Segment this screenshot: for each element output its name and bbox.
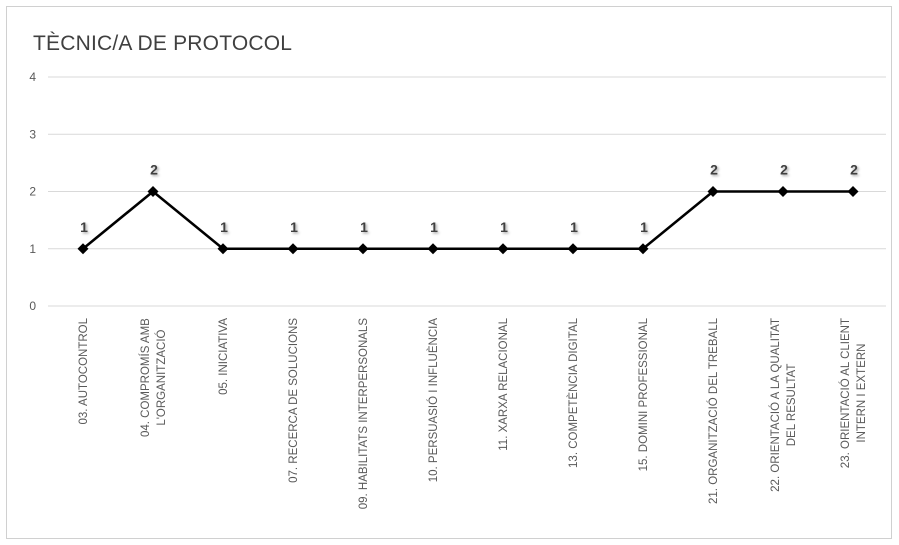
series-layer <box>77 186 859 255</box>
data-label: 1 <box>220 219 228 235</box>
x-category-label: 22. ORIENTACIÓ A LA QUALITAT DEL RESULTAT <box>769 318 798 492</box>
x-category-label-line: L'ORGANITZACIÓ <box>155 329 168 425</box>
y-tick-label: 3 <box>29 127 36 141</box>
x-category-label-line: 11. XARXA RELACIONAL <box>498 317 510 450</box>
y-tick-label: 1 <box>29 242 36 256</box>
data-label: 1 <box>500 219 508 235</box>
x-category-label-line: 22. ORIENTACIÓ A LA QUALITAT <box>769 318 782 492</box>
x-category-label: 10. PERSUASIÓ I INFLUÈNCIA <box>427 318 440 483</box>
data-label: 1 <box>80 219 88 235</box>
data-point-marker <box>427 243 439 255</box>
x-category-label-line: 04. COMPROMÍS AMB <box>139 318 152 437</box>
data-label: 1 <box>570 219 578 235</box>
data-point-marker <box>357 243 369 255</box>
y-axis-tick-labels: 0 1 2 3 4 <box>29 70 36 313</box>
data-label: 2 <box>850 162 858 178</box>
data-label: 2 <box>150 162 158 178</box>
chart-frame <box>6 6 892 539</box>
data-point-marker <box>287 243 299 255</box>
y-tick-label: 0 <box>29 299 36 313</box>
data-labels: 1 2 1 1 1 1 1 1 1 2 2 2 <box>80 162 858 235</box>
data-label: 1 <box>360 219 368 235</box>
data-point-marker <box>637 243 649 255</box>
x-category-label-line: 15. DOMINI PROFESSIONAL <box>638 317 650 471</box>
data-label: 2 <box>780 162 788 178</box>
x-category-label: 09. HABILITATS INTERPERSONALS <box>358 318 370 510</box>
data-point-marker <box>567 243 579 255</box>
y-tick-label: 4 <box>29 70 36 84</box>
data-point-marker <box>707 186 719 197</box>
x-category-label: 05. INICIATIVA <box>218 318 230 395</box>
y-tick-label: 2 <box>29 185 36 199</box>
data-label: 1 <box>640 219 648 235</box>
series-line <box>82 189 853 251</box>
x-category-label-line: DEL RESULTAT <box>786 364 798 447</box>
x-category-label-line: 21. ORGANITZACIÓ DEL TREBALL <box>707 317 720 504</box>
x-category-label: 13. COMPETÈNCIA DIGITAL <box>567 317 580 468</box>
data-point-marker <box>217 243 229 255</box>
x-category-label-line: 10. PERSUASIÓ I INFLUÈNCIA <box>427 318 440 483</box>
x-category-label-line: 09. HABILITATS INTERPERSONALS <box>358 318 370 510</box>
data-label: 2 <box>710 162 718 178</box>
x-category-label-line: 03. AUTOCONTROL <box>78 317 90 424</box>
x-category-label-line: 13. COMPETÈNCIA DIGITAL <box>567 317 580 468</box>
x-category-label: 23. ORIENTACIÓ AL CLIENT INTERN I EXTERN <box>839 318 868 468</box>
data-point-marker <box>777 186 789 197</box>
x-category-label: 21. ORGANITZACIÓ DEL TREBALL <box>707 317 720 504</box>
x-category-label: 04. COMPROMÍS AMB L'ORGANITZACIÓ <box>139 318 168 437</box>
data-point-marker <box>847 186 859 197</box>
data-point-marker <box>497 243 509 255</box>
x-category-label: 03. AUTOCONTROL <box>78 317 90 424</box>
x-category-label-line: INTERN I EXTERN <box>856 344 868 443</box>
x-axis-category-labels: 03. AUTOCONTROL 04. COMPROMÍS AMB L'ORGANI… <box>78 317 868 509</box>
x-category-label: 15. DOMINI PROFESSIONAL <box>638 317 650 471</box>
data-point-marker <box>147 186 159 197</box>
x-category-label: 07. RECERCA DE SOLUCIONS <box>288 318 300 483</box>
data-point-marker <box>77 243 89 255</box>
x-category-label-line: 23. ORIENTACIÓ AL CLIENT <box>839 318 852 468</box>
data-label: 1 <box>430 219 438 235</box>
data-label: 1 <box>290 219 298 235</box>
x-category-label-line: 07. RECERCA DE SOLUCIONS <box>288 318 300 483</box>
x-category-label-line: 05. INICIATIVA <box>218 318 230 395</box>
chart-title: TÈCNIC/A DE PROTOCOL <box>33 32 293 55</box>
x-category-label: 11. XARXA RELACIONAL <box>498 317 510 450</box>
